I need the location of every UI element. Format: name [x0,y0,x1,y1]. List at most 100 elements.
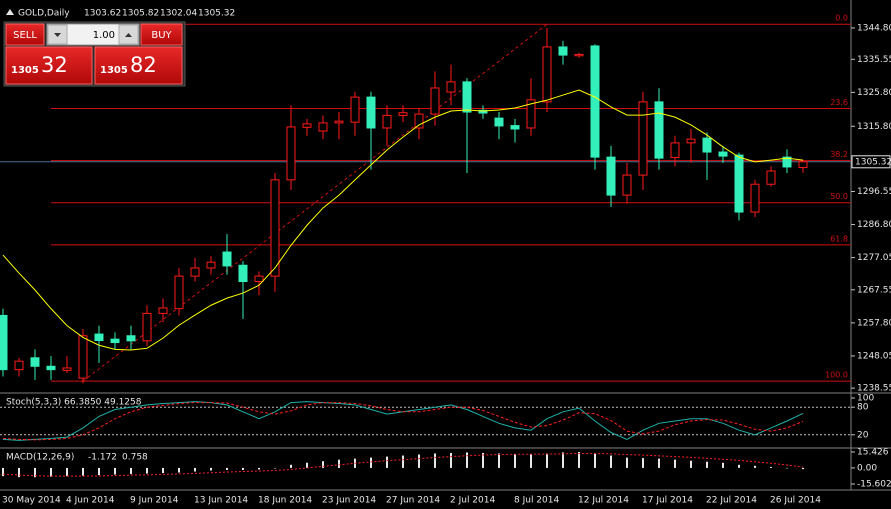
sell-button[interactable] [5,23,45,46]
candle-body [414,113,424,129]
x-tick-label: 26 Jul 2014 [770,496,821,506]
y-tick-label: 0.00 [857,463,877,473]
y-tick-label: 1286.80 [857,220,891,230]
candle-body [222,251,232,267]
fib-level-label: 38.2 [830,150,848,159]
macd-bar [738,464,740,468]
candle-body [30,357,40,367]
current-price-box [851,155,891,169]
candle-body [430,87,440,115]
candle-body [526,99,536,129]
candle-body [174,275,184,310]
header-close: 1305.32 [198,9,235,19]
current-price-label: 1305.32 [855,157,891,167]
macd-bar [690,460,692,468]
candle-body [286,126,296,181]
stoch-line [2,402,804,441]
candle-body [334,120,344,124]
macd-bar [178,467,180,473]
x-tick-label: 8 Jul 2014 [514,496,559,506]
candle-body [14,360,24,371]
candle-body [622,174,632,196]
macd-signal [2,452,804,477]
macd-title: MACD(12,26,9) [6,453,74,463]
candle-body [590,45,600,158]
candle-body [654,101,664,159]
x-tick-label: 4 Jun 2014 [66,496,115,506]
candle-body [62,367,72,371]
macd-bar [274,467,276,469]
macd-bar [18,467,20,478]
candle-body [78,335,88,379]
macd-bar [434,453,436,468]
menu-icon[interactable] [6,9,14,15]
macd-bar [146,467,148,474]
x-tick-label: 23 Jun 2014 [322,496,376,506]
macd-bar [34,467,36,478]
macd-bar [306,462,308,468]
candle-body [766,170,776,185]
header: GOLD,Daily 1303.62 1305.82 1302.04 1305.… [6,9,235,463]
header-open: 1303.62 [84,9,121,19]
down-arrow [54,33,61,37]
macd-bar [450,452,452,468]
candle-body [302,123,312,128]
candle-body [670,142,680,158]
x-tick-label: 27 Jun 2014 [386,496,440,506]
lots-input[interactable] [46,23,140,46]
fib-level-label: 0.0 [835,14,848,23]
macd-bar [466,452,468,468]
buy-button[interactable] [140,23,183,46]
candle-body [206,261,216,269]
up-arrow [125,33,132,37]
candle-body [254,275,264,283]
candle-body [510,125,520,130]
macd-value: -1.172 [88,453,117,463]
candle-body [574,53,584,57]
macd-bar [210,467,212,471]
candle-body [606,156,616,196]
y-tick-label: 1325.80 [857,88,891,98]
macd-bar [226,467,228,470]
macd-bar [418,454,420,468]
bid-price-button[interactable] [5,46,93,85]
fib-level-label: 100.0 [825,371,848,380]
y-tick-label: 80 [857,403,869,413]
x-tick-label: 2 Jul 2014 [450,496,495,506]
candle-body [238,264,248,283]
macd-bar [242,467,244,470]
macd-bar [658,458,660,468]
macd-bar [562,452,564,468]
fib-level-label: 23.6 [830,98,848,107]
y-tick-label: 1296.55 [857,187,891,197]
ask-big-figure: 1305 [100,65,128,76]
candle-body [718,151,728,157]
plot: 1344.80 1335.55 1325.80 1315.80 1296.55 1286.… [0,14,891,506]
macd-bar [578,452,580,468]
stoch-title: Stoch(5,3,3) 66.3850 49.1258 [6,398,142,408]
macd-bar [2,467,4,477]
y-tick-label: 1344.80 [857,23,891,33]
candle-body [558,46,568,56]
ask-pips: 82 [130,53,157,77]
x-tick-label: 9 Jun 2014 [130,496,179,506]
y-tick-label: -15.602 [857,480,891,490]
candle-body [702,137,712,153]
macd-bar [194,467,196,472]
x-tick-label: 18 Jun 2014 [258,496,312,506]
y-tick-label: 20 [857,430,869,440]
macd-bar [754,465,756,468]
x-tick-label: 12 Jul 2014 [578,496,629,506]
macd-bar [338,459,340,468]
candle-body [126,335,136,342]
macd-bar [722,462,724,468]
macd-bar [82,467,84,476]
macd-bar [386,456,388,468]
candle-body [0,314,8,371]
macd-bar [114,467,116,475]
y-tick-label: 1315.80 [857,122,891,132]
ask-price-button[interactable] [94,46,183,85]
macd-bar [50,467,52,477]
bid-big-figure: 1305 [11,65,39,76]
